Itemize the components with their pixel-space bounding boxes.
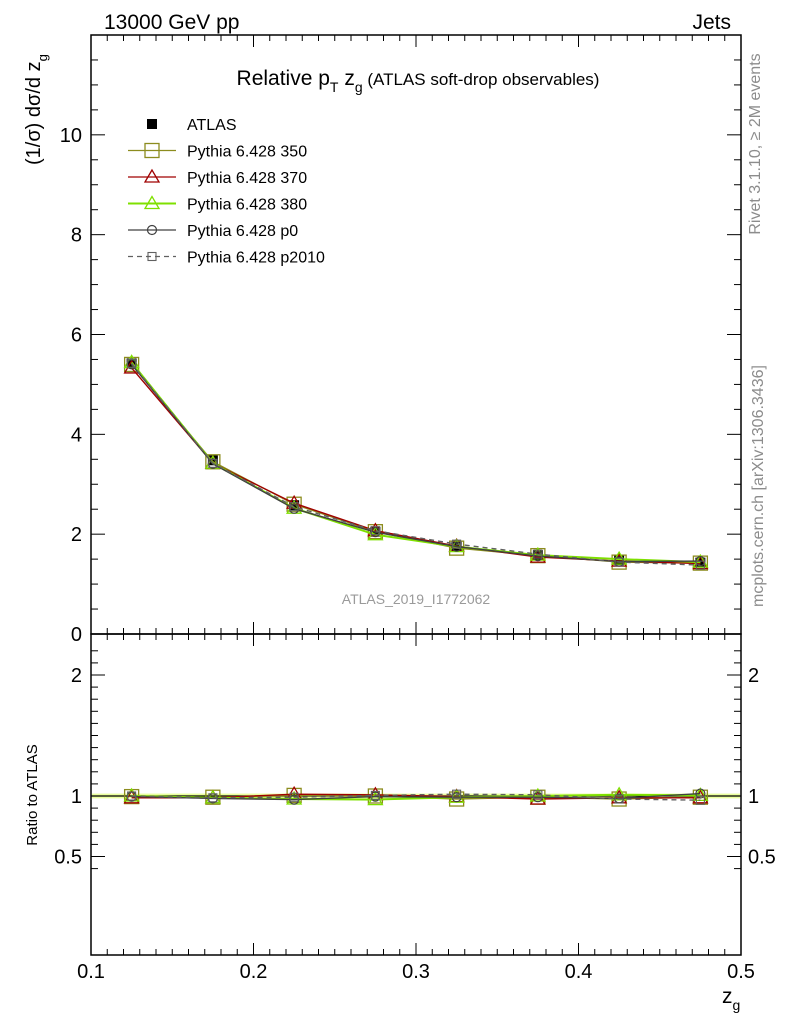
- x-tick-label: 0.3: [402, 961, 430, 983]
- legend-label: Pythia 6.428 p0: [187, 223, 298, 240]
- y-tick-label: 0: [71, 624, 82, 646]
- marker-circle-open: [695, 788, 706, 799]
- y-tick-label-right: 2: [748, 665, 759, 687]
- legend-label: ATLAS: [187, 117, 237, 134]
- legend-item-p350: Pythia 6.428 350: [128, 142, 307, 161]
- legend-label: Pythia 6.428 370: [187, 170, 307, 187]
- marker-square-filled: [614, 555, 625, 566]
- x-tick-label: 0.2: [240, 961, 268, 983]
- main-panel: 0 2 4 6 8 10: [60, 34, 742, 646]
- marker-square-small: [289, 792, 299, 802]
- marker-square-filled: [147, 119, 157, 129]
- marker-square-filled: [207, 455, 218, 466]
- y-tick-label: 2: [71, 524, 82, 546]
- xlabel-sub: g: [733, 997, 741, 1013]
- y-axis-label-main: (1/σ) dσ/d zg: [23, 54, 50, 165]
- ratio-line: [131, 792, 701, 801]
- marker-square-small: [695, 560, 705, 570]
- x-axis-label: zg: [722, 985, 740, 1013]
- ratio-panel: 0.5 0.5 1 1 2 2 0.1 0.2 0.3 0.4 0.5: [54, 633, 776, 983]
- marker-square-small: [614, 794, 624, 804]
- legend-item-p370: Pythia 6.428 370: [128, 168, 307, 187]
- marker-square-small: [127, 791, 137, 801]
- marker-square-small: [695, 795, 705, 805]
- ratio-line: [131, 793, 701, 801]
- legend-item-ATLAS: ATLAS: [147, 117, 237, 134]
- marker-triangle-open: [610, 786, 628, 801]
- legend-item-p2010: Pythia 6.428 p2010: [128, 250, 325, 267]
- marker-square-open: [144, 142, 160, 159]
- marker-square-small: [452, 539, 462, 549]
- y-tick-label-right: 1: [748, 786, 759, 808]
- title-sub2: g: [355, 79, 363, 95]
- marker-square-open: [448, 791, 465, 807]
- chart-title: Relative pT zg (ATLAS soft-drop observab…: [237, 67, 600, 95]
- header-right: Jets: [692, 11, 731, 34]
- x-tick-label: 0.5: [727, 961, 755, 983]
- legend-label: Pythia 6.428 350: [187, 144, 307, 161]
- y-tick-label: 6: [71, 325, 82, 347]
- legend-item-p380: Pythia 6.428 380: [128, 195, 307, 214]
- marker-square-small: [614, 557, 624, 567]
- legend-label: Pythia 6.428 p2010: [187, 250, 325, 267]
- y-tick-label: 4: [71, 424, 82, 446]
- marker-square-small: [147, 251, 157, 262]
- marker-square-filled: [289, 500, 300, 511]
- marker-square-small: [533, 790, 543, 800]
- legend-label: Pythia 6.428 380: [187, 197, 307, 214]
- series-p2010: [127, 358, 705, 570]
- marker-square-small: [370, 790, 380, 800]
- marker-square-small: [208, 793, 218, 803]
- series-line: [131, 363, 701, 566]
- marker-triangle-open: [143, 195, 161, 210]
- y-axis-label-ratio: Ratio to ATLAS: [24, 744, 41, 845]
- rivet-label: Rivet 3.1.10, ≥ 2M events: [747, 53, 764, 234]
- y-tick-label-right: 0.5: [748, 847, 776, 869]
- ylabel-sub: g: [35, 54, 50, 61]
- legend-item-p0: Pythia 6.428 p0: [128, 223, 298, 240]
- y-tick-label: 8: [71, 225, 82, 247]
- header-left: 13000 GeV pp: [104, 11, 239, 34]
- ratio-series-p2010: [127, 789, 705, 805]
- marker-square-small: [370, 526, 380, 536]
- y-tick-label: 2: [71, 665, 82, 687]
- marker-square-small: [289, 502, 299, 512]
- y-tick-label: 0.5: [54, 847, 82, 869]
- marker-square-small: [127, 358, 137, 369]
- analysis-watermark: ATLAS_2019_I1772062: [342, 591, 491, 607]
- xlabel-main: z: [722, 985, 733, 1008]
- marker-square-small: [208, 458, 218, 468]
- y-tick-label: 1: [71, 786, 82, 808]
- marker-square-small: [533, 549, 543, 559]
- ylabel-main: (1/σ) dσ/d z: [23, 61, 45, 165]
- x-tick-label: 0.4: [565, 961, 593, 983]
- legend: ATLAS Pythia 6.428 350 Pythia 6.428 370 Pyt…: [128, 117, 325, 267]
- marker-square-open: [123, 356, 140, 373]
- marker-circle-open: [146, 224, 158, 236]
- marker-triangle-open: [143, 168, 161, 183]
- title-main: Relative p: [237, 67, 330, 90]
- mcplots-label: mcplots.cern.ch [arXiv:1306.3436]: [750, 365, 767, 607]
- title-rest: (ATLAS soft-drop observables): [363, 70, 600, 89]
- title-sub1: T: [330, 79, 339, 95]
- y-tick-label: 10: [60, 125, 82, 147]
- x-tick-label: 0.1: [77, 961, 105, 983]
- title-mid: z: [338, 67, 354, 90]
- marker-square-small: [452, 789, 462, 799]
